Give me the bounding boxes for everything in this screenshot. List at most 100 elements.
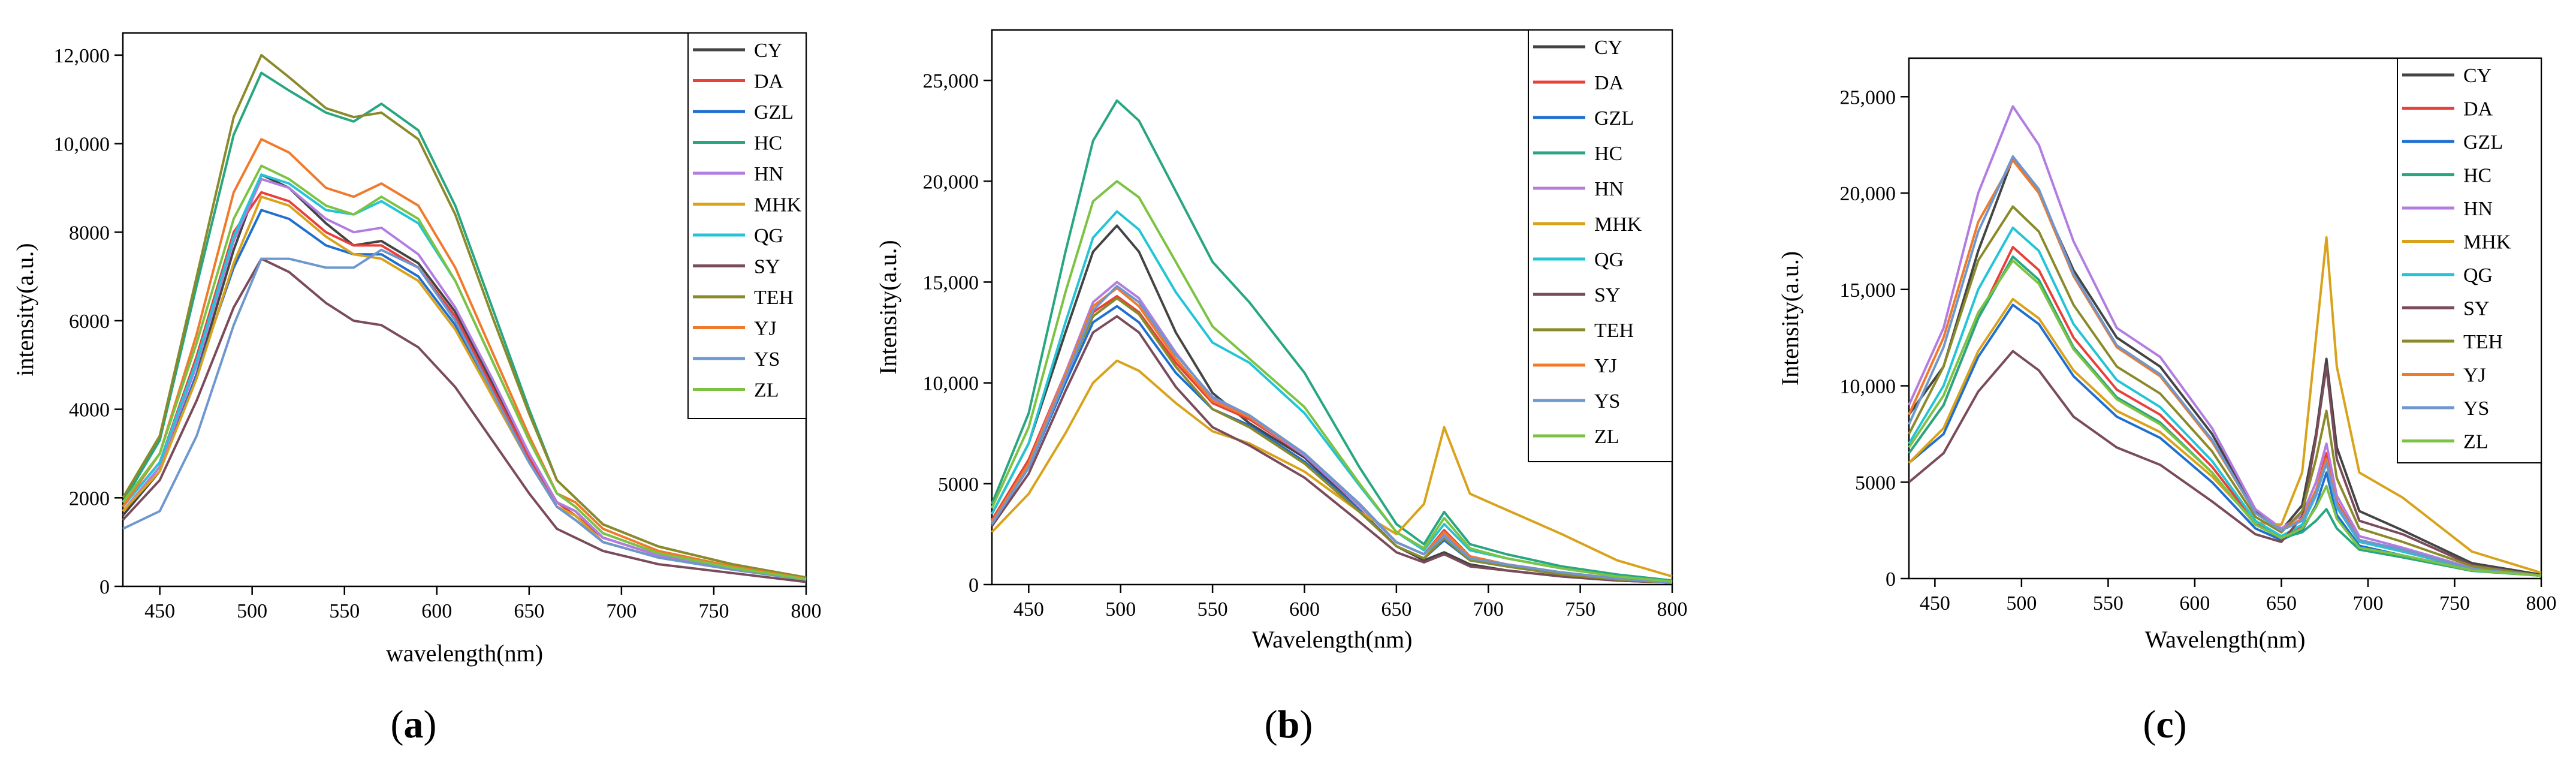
x-tick-label: 550 (1197, 598, 1228, 621)
legend-label-gzl: GZL (1594, 107, 1634, 129)
y-tick-label: 15,000 (1840, 279, 1896, 302)
legend-label-zl: ZL (1594, 426, 1619, 448)
y-tick-label: 20,000 (1840, 183, 1896, 205)
x-tick-label: 600 (2179, 592, 2210, 615)
x-tick-label: 650 (1381, 598, 1411, 621)
legend-label-hc: HC (2463, 165, 2491, 187)
legend-label-yj: YJ (1594, 355, 1617, 377)
legend-label-da: DA (754, 71, 784, 93)
panel-paren-close: ) (2174, 703, 2187, 746)
legend-label-hn: HN (1594, 178, 1624, 200)
series-line-sy (122, 257, 807, 583)
y-tick-label: 6000 (69, 311, 110, 333)
series-line-ys (122, 248, 807, 581)
y-tick-label: 2000 (69, 487, 110, 510)
legend-label-sy: SY (1594, 284, 1620, 306)
legend-label-qg: QG (2463, 264, 2493, 287)
panel-letter: c (2156, 703, 2173, 746)
y-tick-label: 10,000 (923, 373, 979, 395)
series-line-ys (991, 285, 1673, 584)
chart-panel-b: 450 500 550 600 650 700 750 800 0 5000 10,000 15,00… (874, 29, 1688, 746)
legend-label-yj: YJ (754, 318, 777, 340)
legend-label-mhk: MHK (754, 194, 802, 216)
y-tick-label: 25,000 (923, 70, 979, 92)
x-tick-label: 750 (1565, 598, 1595, 621)
legend-box (2397, 58, 2542, 463)
y-axis-title: intensity(a.u.) (11, 243, 38, 376)
y-tick-label: 0 (1886, 568, 1896, 591)
series-line-sy (991, 315, 1673, 584)
legend-label-teh: TEH (1594, 320, 1634, 342)
legend-label-yj: YJ (2463, 365, 2486, 387)
legend-label-mhk: MHK (1594, 213, 1642, 236)
legend-label-teh: TEH (2463, 331, 2503, 353)
legend-label-hn: HN (2463, 198, 2493, 220)
x-tick-label: 550 (329, 600, 360, 622)
legend-label-qg: QG (1594, 249, 1624, 271)
series-line-mhk (991, 359, 1673, 578)
x-tick-label: 600 (1289, 598, 1320, 621)
y-tick-label: 5000 (938, 474, 979, 496)
x-tick-label: 500 (237, 600, 267, 622)
series-group (1908, 105, 2542, 577)
y-tick-label: 5000 (1855, 472, 1896, 494)
legend-label-ys: YS (2463, 397, 2489, 420)
panel-paren-open: ( (2143, 703, 2156, 746)
y-axis-title: Intensity(a.u.) (1776, 251, 1803, 386)
series-group (991, 99, 1673, 584)
legend-label-zl: ZL (754, 380, 779, 402)
legend-label-sy: SY (2463, 298, 2489, 320)
series-line-zl (122, 164, 807, 581)
series-line-qg (1908, 226, 2542, 577)
panel-label: (b) (1265, 703, 1313, 746)
legend-label-cy: CY (754, 40, 782, 62)
x-tick-label: 650 (2266, 592, 2297, 615)
legend-label-cy: CY (2463, 65, 2491, 87)
x-tick-label: 450 (1920, 592, 1950, 615)
legend-label-hc: HC (1594, 143, 1622, 165)
x-axis-title: Wavelength(nm) (2145, 626, 2306, 653)
legend-label-da: DA (1594, 72, 1624, 94)
legend-box (1528, 29, 1673, 462)
series-line-sy (1908, 350, 2542, 577)
x-tick-label: 450 (1013, 598, 1044, 621)
x-tick-label: 700 (2352, 592, 2383, 615)
y-tick-label: 10,000 (54, 134, 110, 156)
series-line-hn (122, 177, 807, 581)
chart-panel-c: 450 500 550 600 650 700 750 800 0 5000 10,000 15,00… (1776, 57, 2557, 746)
panel-paren-close: ) (1299, 703, 1313, 746)
x-tick-label: 800 (2526, 592, 2557, 615)
series-line-teh (991, 297, 1673, 584)
x-tick-label: 500 (1105, 598, 1136, 621)
x-tick-label: 800 (1657, 598, 1688, 621)
x-tick-label: 700 (1473, 598, 1504, 621)
series-line-gzl (1908, 303, 2542, 577)
panel-label: (a) (391, 703, 437, 746)
panel-paren-close: ) (424, 703, 437, 746)
y-tick-label: 4000 (69, 399, 110, 421)
y-tick-label: 0 (99, 576, 110, 598)
x-tick-label: 550 (2093, 592, 2123, 615)
y-tick-label: 25,000 (1840, 86, 1896, 109)
series-line-zl (1908, 259, 2542, 577)
panel-letter: b (1278, 703, 1300, 746)
panel-letter: a (404, 703, 424, 746)
legend-label-gzl: GZL (2463, 131, 2503, 153)
x-axis-title: Wavelength(nm) (1252, 626, 1413, 653)
legend: CY DA GZL HC HN MHK QG SY TEH YJ YS ZL (1528, 29, 1673, 462)
chart-panel-a: 450 500 550 600 650 700 750 8000200040006000800… (11, 32, 822, 746)
y-tick-label: 12,000 (54, 45, 110, 67)
series-line-teh (1908, 205, 2542, 577)
legend-label-cy: CY (1594, 37, 1622, 59)
series-line-hn (1908, 105, 2542, 577)
legend-label-gzl: GZL (754, 101, 794, 124)
x-tick-label: 700 (606, 600, 637, 622)
legend-box (687, 32, 807, 419)
x-tick-label: 500 (2006, 592, 2037, 615)
legend: CY DA GZL HC HN MHK QG SY TEH YJ YS ZL (2397, 58, 2542, 463)
x-axis-title: wavelength(nm) (386, 640, 543, 667)
panel-paren-open: ( (391, 703, 404, 746)
legend-label-zl: ZL (2463, 431, 2488, 453)
